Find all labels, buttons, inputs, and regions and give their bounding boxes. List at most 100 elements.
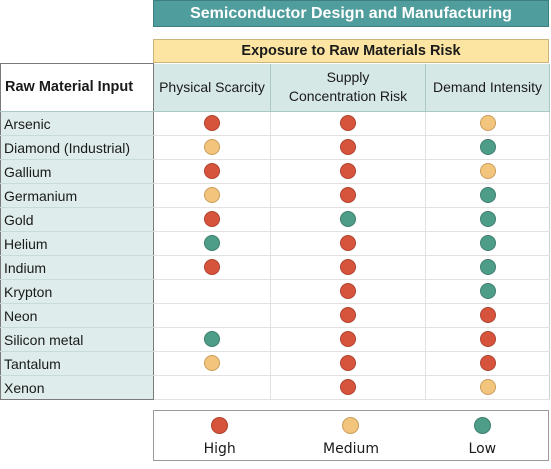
physical-scarcity-cell (153, 135, 271, 160)
header-row: Raw Material Input Physical Scarcity Sup… (0, 63, 550, 112)
demand-intensity-cell (425, 255, 550, 280)
high-risk-dot-icon (204, 163, 220, 180)
table-row: Krypton (0, 279, 550, 304)
supply-concentration-cell (270, 135, 426, 160)
high-risk-dot-icon (340, 307, 356, 324)
raw-material-name: Silicon metal (0, 327, 154, 352)
supply-concentration-cell (270, 111, 426, 136)
high-risk-dot-icon (479, 307, 496, 324)
high-risk-dot-icon (204, 115, 220, 132)
table-row: Xenon (0, 375, 550, 400)
legend: High Medium Low (153, 410, 549, 461)
physical-scarcity-cell (153, 159, 271, 184)
demand-intensity-cell (425, 231, 550, 256)
physical-scarcity-cell (153, 327, 271, 352)
high-risk-dot-icon (340, 163, 356, 180)
low-risk-dot-icon (479, 259, 496, 276)
table-row: Indium (0, 255, 550, 280)
demand-intensity-cell (425, 159, 550, 184)
low-risk-dot-icon (473, 417, 491, 434)
supply-concentration-cell (270, 159, 426, 184)
physical-scarcity-cell (153, 303, 271, 328)
supply-concentration-cell (270, 279, 426, 304)
physical-scarcity-header: Physical Scarcity (153, 63, 271, 112)
low-risk-dot-icon (479, 139, 496, 156)
raw-material-name: Tantalum (0, 351, 154, 376)
supply-concentration-header: Supply Concentration Risk (270, 63, 426, 112)
supply-concentration-cell (270, 375, 426, 400)
demand-intensity-header: Demand Intensity (425, 63, 550, 112)
raw-material-name: Gallium (0, 159, 154, 184)
supply-concentration-cell (270, 255, 426, 280)
low-risk-dot-icon (340, 211, 356, 228)
demand-intensity-cell (425, 303, 550, 328)
table-row: Gold (0, 207, 550, 232)
high-risk-dot-icon (204, 211, 220, 228)
low-risk-dot-icon (479, 187, 496, 204)
low-risk-dot-icon (479, 283, 496, 300)
raw-material-name: Xenon (0, 375, 154, 400)
supply-concentration-cell (270, 351, 426, 376)
physical-scarcity-cell (153, 231, 271, 256)
risk-table: Raw Material Input Physical Scarcity Sup… (0, 63, 550, 400)
table-row: Silicon metal (0, 327, 550, 352)
legend-item-low: Low (417, 411, 548, 460)
medium-risk-dot-icon (204, 187, 220, 204)
section-title: Exposure to Raw Materials Risk (153, 39, 549, 63)
physical-scarcity-cell (153, 255, 271, 280)
low-risk-dot-icon (479, 235, 496, 252)
raw-material-name: Arsenic (0, 111, 154, 136)
high-risk-dot-icon (340, 379, 356, 396)
medium-risk-dot-icon (479, 115, 496, 132)
legend-item-medium: Medium (285, 411, 416, 460)
supply-concentration-cell (270, 207, 426, 232)
physical-scarcity-cell (153, 207, 271, 232)
high-risk-dot-icon (211, 417, 229, 434)
supply-concentration-header-line1: Supply (326, 69, 370, 86)
physical-scarcity-cell (153, 279, 271, 304)
legend-label-medium: Medium (323, 441, 379, 457)
demand-intensity-cell (425, 327, 550, 352)
table-row: Arsenic (0, 111, 550, 136)
high-risk-dot-icon (340, 187, 356, 204)
raw-material-name: Germanium (0, 183, 154, 208)
legend-label-low: Low (468, 441, 497, 457)
high-risk-dot-icon (479, 355, 496, 372)
medium-risk-dot-icon (479, 163, 496, 180)
raw-material-name: Helium (0, 231, 154, 256)
table-row: Tantalum (0, 351, 550, 376)
raw-material-name: Diamond (Industrial) (0, 135, 154, 160)
high-risk-dot-icon (340, 355, 356, 372)
medium-risk-dot-icon (204, 355, 220, 372)
physical-scarcity-cell (153, 183, 271, 208)
demand-intensity-cell (425, 279, 550, 304)
supply-concentration-cell (270, 183, 426, 208)
demand-intensity-cell (425, 135, 550, 160)
supply-concentration-header-line2: Concentration Risk (288, 88, 408, 105)
low-risk-dot-icon (204, 331, 220, 348)
legend-item-high: High (154, 411, 285, 460)
demand-intensity-cell (425, 375, 550, 400)
physical-scarcity-cell (153, 375, 271, 400)
table-body: Arsenic Diamond (Industrial) Gallium German… (0, 111, 550, 400)
high-risk-dot-icon (340, 259, 356, 276)
low-risk-dot-icon (204, 235, 220, 252)
legend-label-high: High (203, 441, 236, 457)
raw-material-header: Raw Material Input (0, 63, 154, 112)
medium-risk-dot-icon (204, 139, 220, 156)
high-risk-dot-icon (479, 331, 496, 348)
raw-material-name: Krypton (0, 279, 154, 304)
high-risk-dot-icon (340, 139, 356, 156)
table-row: Diamond (Industrial) (0, 135, 550, 160)
supply-concentration-cell (270, 303, 426, 328)
table-row: Neon (0, 303, 550, 328)
high-risk-dot-icon (340, 235, 356, 252)
raw-material-name: Gold (0, 207, 154, 232)
high-risk-dot-icon (340, 115, 356, 132)
demand-intensity-cell (425, 183, 550, 208)
physical-scarcity-cell (153, 111, 271, 136)
table-row: Helium (0, 231, 550, 256)
high-risk-dot-icon (340, 331, 356, 348)
table-row: Germanium (0, 183, 550, 208)
raw-material-name: Indium (0, 255, 154, 280)
